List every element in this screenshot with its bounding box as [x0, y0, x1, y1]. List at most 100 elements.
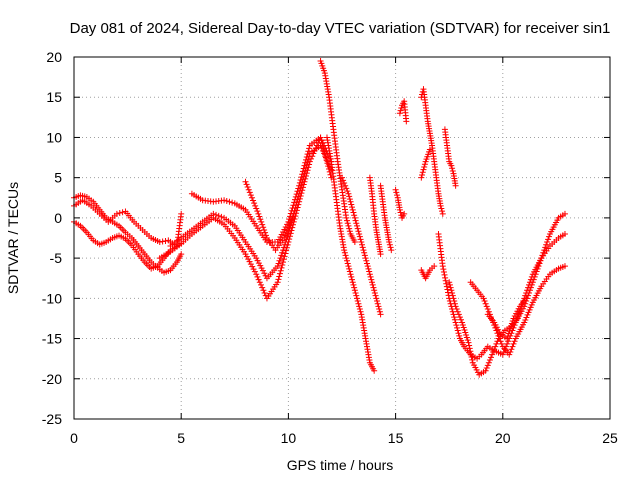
data-point [484, 362, 491, 369]
data-point [454, 327, 461, 334]
data-point [354, 298, 361, 305]
data-point [442, 277, 449, 284]
data-point [447, 284, 454, 291]
data-point [371, 289, 378, 296]
data-point [257, 216, 264, 223]
data-point [480, 295, 487, 302]
data-point [375, 303, 382, 310]
data-point [243, 253, 250, 260]
data-point [280, 244, 287, 251]
data-point [446, 281, 453, 288]
data-point [448, 162, 455, 169]
data-point [223, 197, 230, 204]
data-point [419, 169, 426, 176]
data-point [344, 260, 351, 267]
data-point [343, 185, 350, 192]
data-point [444, 286, 451, 293]
data-point [291, 196, 298, 203]
data-point [284, 227, 291, 234]
data-point [491, 346, 498, 353]
data-point [280, 256, 287, 263]
series-track-20 [446, 210, 568, 378]
data-point [459, 319, 466, 326]
data-point [340, 177, 347, 184]
data-point [178, 210, 185, 217]
data-point [362, 255, 369, 262]
data-point [531, 273, 538, 280]
data-point [388, 247, 395, 254]
data-point [454, 308, 461, 315]
data-point [449, 289, 456, 296]
data-point [463, 334, 470, 341]
data-point [530, 276, 537, 283]
data-point [396, 110, 403, 117]
data-point [457, 316, 464, 323]
data-point [306, 145, 313, 152]
data-point [277, 267, 284, 274]
data-point [449, 308, 456, 315]
data-point [301, 162, 308, 169]
data-point [421, 161, 428, 168]
data-point [343, 214, 350, 221]
data-point [359, 244, 366, 251]
data-point [275, 260, 282, 267]
data-point [251, 268, 258, 275]
data-point [522, 316, 529, 323]
series-track-16 [418, 146, 433, 181]
data-point [257, 262, 264, 269]
y-tick-label: 15 [46, 89, 62, 105]
data-point [467, 348, 474, 355]
data-point [254, 273, 261, 280]
data-point [347, 198, 354, 205]
data-point [528, 281, 535, 288]
data-point [505, 338, 512, 345]
data-point [116, 210, 123, 217]
data-point [349, 276, 356, 283]
series-track-17 [418, 263, 438, 282]
data-point [496, 335, 503, 342]
data-point [456, 314, 463, 321]
data-point [508, 320, 515, 327]
data-point [526, 306, 533, 313]
data-point [369, 281, 376, 288]
data-point [442, 274, 449, 281]
data-point [245, 186, 252, 193]
data-point [253, 255, 260, 262]
data-point [506, 351, 513, 358]
data-point [282, 223, 289, 230]
data-point [523, 314, 530, 321]
data-point [345, 263, 352, 270]
data-point [281, 235, 288, 241]
x-tick-labels: 0 5 10 15 20 25 [70, 430, 618, 446]
data-point [317, 134, 324, 141]
data-point [356, 230, 363, 237]
data-point [263, 232, 270, 239]
data-point [446, 279, 453, 286]
data-point [543, 241, 550, 248]
data-point [353, 292, 360, 299]
data-point [282, 239, 289, 246]
data-point [339, 174, 345, 181]
data-point [342, 252, 349, 259]
data-point [421, 163, 428, 170]
data-point [213, 211, 220, 218]
y-tick-label: -25 [42, 411, 62, 427]
data-point [276, 257, 283, 264]
data-point [481, 298, 488, 305]
data-point [532, 271, 539, 278]
data-point [343, 255, 350, 262]
data-point [506, 328, 513, 335]
data-point [278, 264, 285, 271]
data-point [452, 303, 459, 310]
data-point [561, 230, 568, 237]
data-point [325, 163, 332, 170]
data-point [300, 165, 307, 172]
data-point [290, 202, 297, 209]
data-point [493, 340, 500, 347]
data-point [246, 189, 253, 196]
series-track-15 [418, 86, 446, 217]
data-point [156, 239, 163, 246]
data-point [292, 193, 299, 200]
chart-title: Day 081 of 2024, Sidereal Day-to-day VTE… [70, 20, 611, 37]
data-point [459, 321, 466, 328]
